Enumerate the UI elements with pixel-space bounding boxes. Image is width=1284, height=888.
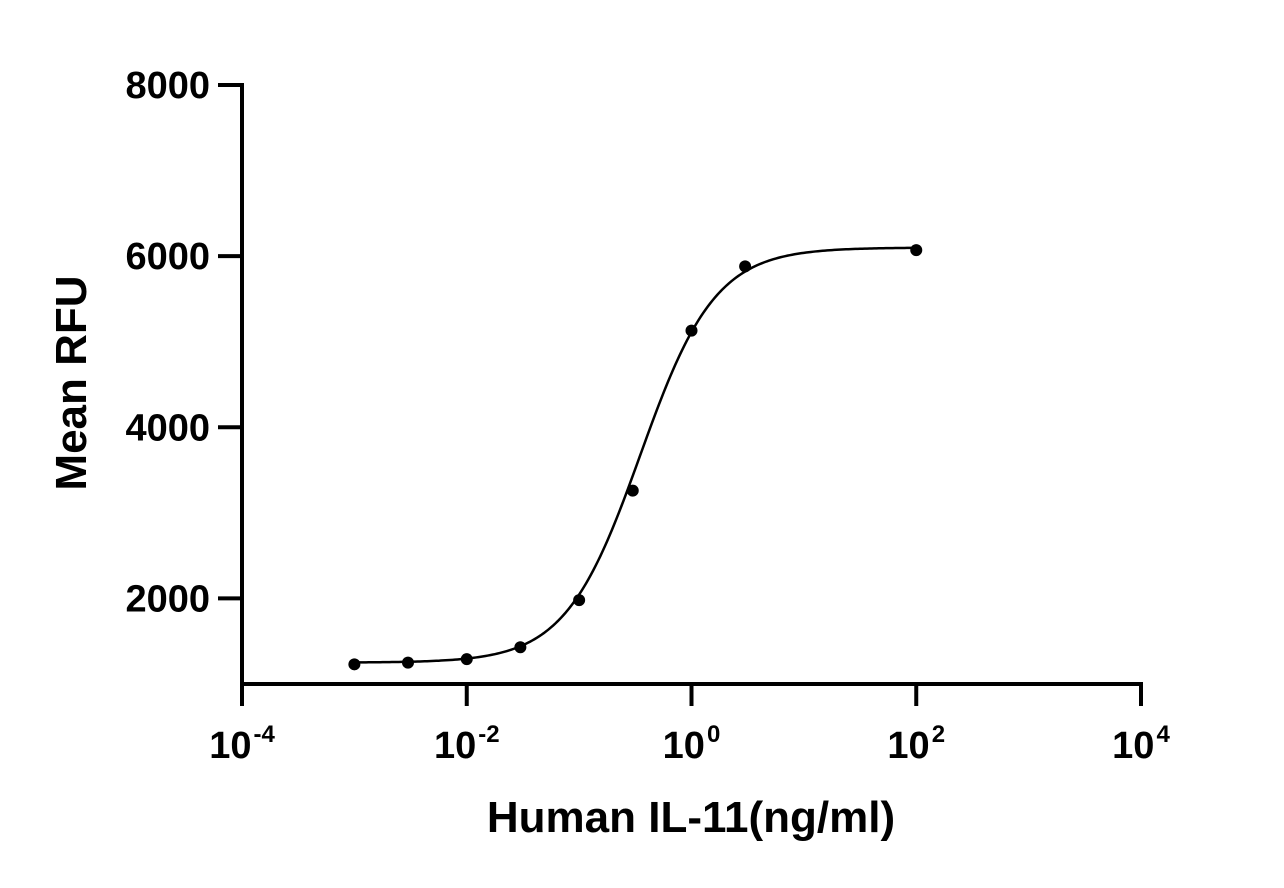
- x-tick-exponent: 0: [707, 721, 720, 748]
- data-point: [348, 658, 361, 671]
- data-point: [910, 244, 923, 257]
- x-tick-exponent: -2: [478, 721, 499, 748]
- x-tick-exponent: 4: [1156, 721, 1170, 748]
- y-tick-label: 2000: [125, 578, 210, 620]
- x-tick-base: 10: [209, 725, 251, 767]
- x-tick-base: 10: [434, 725, 476, 767]
- data-point: [626, 484, 639, 497]
- x-tick-base: 10: [663, 725, 705, 767]
- data-points: [348, 244, 923, 671]
- fit-curve: [354, 246, 917, 664]
- x-tick-exponent: -4: [253, 721, 275, 748]
- x-axis-title: Human IL-11(ng/ml): [487, 793, 895, 842]
- x-tick-label: 102: [887, 721, 945, 767]
- y-ticks: 2000 4000 6000 8000: [125, 65, 242, 620]
- x-tick-label: 100: [663, 721, 721, 767]
- data-point: [460, 653, 473, 666]
- x-tick-base: 10: [1112, 725, 1154, 767]
- x-tick-label: 10-4: [209, 721, 275, 767]
- data-point: [573, 594, 586, 607]
- x-tick-exponent: 2: [932, 721, 945, 748]
- y-tick-label: 6000: [125, 236, 210, 278]
- data-point: [514, 641, 527, 654]
- x-tick-label: 10-2: [434, 721, 500, 767]
- data-point: [401, 656, 414, 669]
- y-tick-label: 8000: [125, 65, 210, 107]
- x-tick-label: 104: [1112, 721, 1170, 767]
- y-tick-label: 4000: [125, 407, 210, 449]
- axes: [240, 83, 1143, 686]
- data-point: [739, 260, 752, 273]
- x-ticks: 10-4 10-2 100 102 104: [209, 684, 1170, 767]
- y-axis-title: Mean RFU: [47, 275, 96, 490]
- x-tick-base: 10: [887, 725, 929, 767]
- data-point: [685, 324, 698, 337]
